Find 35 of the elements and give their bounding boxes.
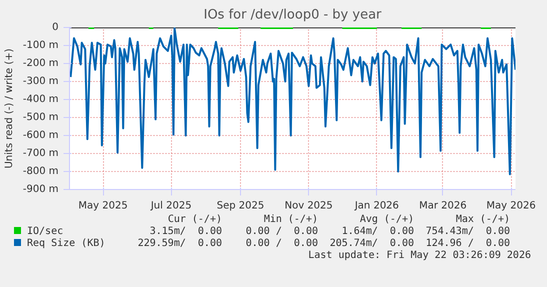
line-series [70, 28, 516, 176]
x-tick-label: Nov 2025 [284, 200, 333, 212]
y-tick-label: -600 m [22, 130, 59, 141]
y-tick-label: 0 [52, 22, 59, 33]
x-tick-label: May 2026 [486, 200, 536, 212]
text: 0.00 / 0.00 [244, 238, 318, 250]
text: 229.59m/ 0.00 [136, 238, 222, 250]
text: 3.15m/ 0.00 [148, 226, 222, 238]
y-tick-label: -100 m [22, 40, 59, 51]
legend-label: IO/sec [27, 226, 64, 238]
text: 124.96 / 0.00 [424, 238, 510, 250]
text: Max (-/+) [454, 214, 510, 226]
chart-title: IOs for /dev/loop0 - by year [204, 8, 382, 22]
y-tick-label: -400 m [22, 94, 59, 105]
x-tick-label: Sep 2025 [216, 200, 264, 212]
text: Cur (-/+) [166, 214, 222, 226]
x-tick-label: Mar 2026 [419, 200, 467, 212]
y-tick-label: -300 m [22, 76, 59, 87]
text: Last update: Fri May 22 03:26:09 2026 [307, 250, 532, 262]
x-tick-label: Jul 2025 [150, 200, 192, 212]
text: 1.64m/ 0.00 [340, 226, 414, 238]
y-tick-label: -800 m [22, 166, 59, 177]
y-tick-label: -900 m [22, 184, 59, 195]
y-axis-title: Units read (-) / write (+) [4, 48, 15, 169]
y-tick-label: -500 m [22, 112, 59, 123]
text: 754.43m/ 0.00 [424, 226, 510, 238]
y-tick-label: -700 m [22, 148, 59, 159]
text: Min (-/+) [262, 214, 318, 226]
x-tick-label: Jan 2026 [354, 200, 399, 212]
y-tick-label: -200 m [22, 58, 59, 69]
text: 205.74m/ 0.00 [328, 238, 414, 250]
x-tick-label: May 2025 [78, 200, 128, 212]
legend-label: Req Size (KB) [27, 238, 106, 250]
text: Avg (-/+) [358, 214, 414, 226]
text: 0.00 / 0.00 [244, 226, 318, 238]
